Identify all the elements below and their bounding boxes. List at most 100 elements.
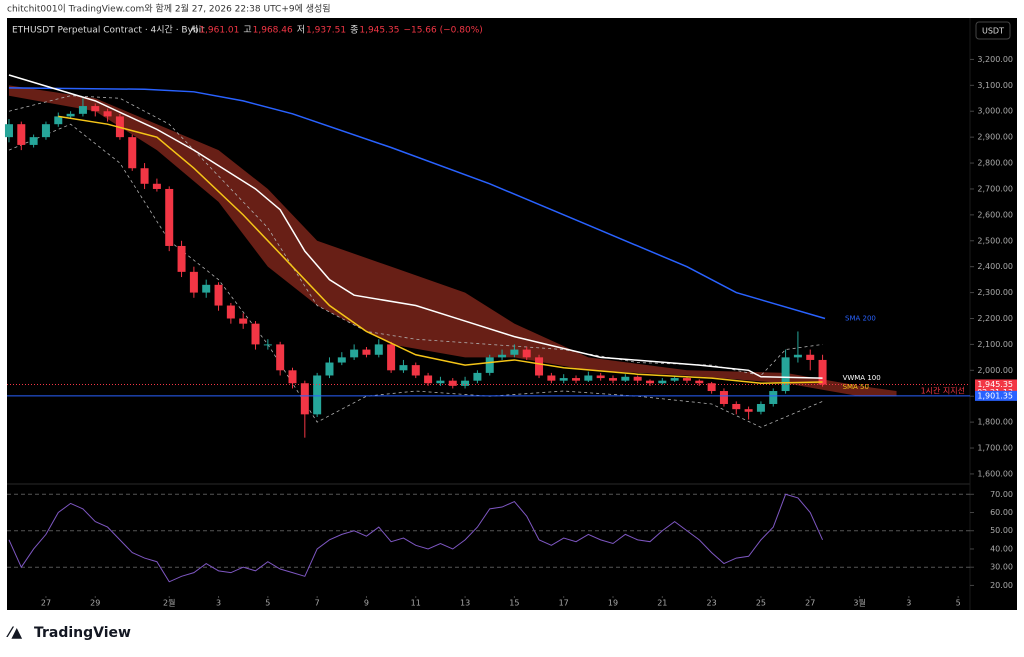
- candle-body: [41, 124, 50, 138]
- logo-icon: ⁄▲: [6, 625, 22, 641]
- candle-body: [350, 349, 359, 358]
- candle-body: [288, 370, 297, 384]
- candle-body: [374, 344, 383, 355]
- candle-body: [362, 349, 371, 355]
- candle-body: [189, 271, 198, 293]
- y-tick-label: 1,700.00: [977, 444, 1013, 453]
- candle-body: [424, 375, 433, 384]
- candle-body: [695, 380, 704, 384]
- ohlc-value: 1,945.35: [359, 26, 399, 36]
- candle-body: [535, 357, 544, 376]
- candle-body: [793, 354, 802, 358]
- ma-label: VWMA 100: [843, 374, 881, 382]
- candle-body: [91, 106, 100, 112]
- rsi-y-tick-label: 20.00: [990, 581, 1013, 590]
- x-tick-label: 27: [41, 599, 51, 608]
- candle-body: [547, 375, 556, 381]
- candle-body: [226, 305, 235, 319]
- x-tick-label: 3월: [853, 598, 865, 608]
- candle-body: [103, 111, 112, 117]
- y-tick-label: 2,500.00: [977, 236, 1013, 245]
- candle-body: [559, 378, 568, 381]
- candle-body: [744, 409, 753, 412]
- x-tick-label: 5: [265, 599, 270, 608]
- x-tick-label: 5: [956, 599, 961, 608]
- candle-body: [621, 376, 630, 381]
- band-lower: [8, 123, 823, 428]
- candle-body: [313, 375, 322, 415]
- ohlc-value: 1,937.51: [306, 26, 346, 36]
- rsi-y-tick-label: 60.00: [990, 508, 1013, 517]
- candle-body: [300, 383, 309, 415]
- y-tick-label: 2,700.00: [977, 184, 1013, 193]
- candle-body: [177, 245, 186, 272]
- candle-body: [670, 378, 679, 381]
- candle-body: [682, 378, 691, 381]
- x-tick-label: 21: [657, 599, 667, 608]
- price-label: 1,901.35: [977, 391, 1013, 400]
- x-tick-label: 13: [460, 599, 470, 608]
- candle-body: [609, 378, 618, 381]
- candle-body: [498, 354, 507, 358]
- candle-body: [29, 137, 38, 145]
- candle-body: [448, 380, 457, 386]
- rsi-y-tick-label: 30.00: [990, 563, 1013, 572]
- credit: chitchit001이 TradingView.com와 함께 2월 27, …: [7, 3, 331, 15]
- ma-line: [58, 115, 823, 385]
- ohlc-value: 1,968.46: [253, 26, 293, 36]
- x-tick-label: 27: [805, 599, 815, 608]
- candle-body: [411, 365, 420, 376]
- y-tick-label: 2,000.00: [977, 366, 1013, 375]
- candle-body: [4, 124, 13, 138]
- x-tick-label: 23: [707, 599, 717, 608]
- currency-button[interactable]: [975, 21, 1011, 40]
- chart-panel: [7, 18, 1017, 610]
- candle-body: [325, 362, 334, 376]
- candle-body: [17, 124, 26, 145]
- candle-body: [473, 372, 482, 381]
- candle-body: [128, 137, 137, 169]
- y-tick-label: 2,400.00: [977, 262, 1013, 271]
- candle-body: [572, 378, 581, 381]
- candle-body: [461, 380, 470, 386]
- ma-line: [8, 74, 823, 379]
- candle-body: [522, 349, 531, 358]
- ma-label: SMA 200: [845, 314, 876, 322]
- candle-body: [239, 318, 248, 324]
- candle-body: [818, 359, 827, 385]
- candle-body: [806, 354, 815, 360]
- ma-line: [8, 87, 826, 320]
- ohlc-value: 1,961.01: [199, 26, 239, 36]
- candle-body: [276, 344, 285, 371]
- y-tick-label: 3,200.00: [977, 55, 1013, 64]
- x-tick-label: 3: [906, 599, 911, 608]
- candle-body: [769, 391, 778, 404]
- candle-body: [78, 106, 87, 114]
- x-tick-label: 19: [608, 599, 618, 608]
- x-tick-label: 7: [315, 599, 320, 608]
- candle-body: [596, 375, 605, 379]
- candle-body: [732, 403, 741, 410]
- currency[interactable]: USDT: [982, 27, 1004, 36]
- candle-body: [387, 344, 396, 371]
- candle-body: [485, 357, 494, 373]
- ma-label: SMA 50: [843, 383, 869, 391]
- y-tick-label: 2,900.00: [977, 133, 1013, 142]
- y-tick-label: 2,800.00: [977, 159, 1013, 168]
- ohlc: 시 1,961.01 고 1,968.46 저 1,937.51 종 1,945.35 −15.…: [190, 25, 483, 36]
- candle-body: [645, 380, 654, 384]
- candle-body: [584, 375, 593, 381]
- x-tick-label: 25: [756, 599, 766, 608]
- candle-body: [165, 188, 174, 246]
- candle-body: [633, 376, 642, 381]
- candle-body: [658, 380, 667, 384]
- y-tick-label: 1,800.00: [977, 418, 1013, 427]
- rsi-y-tick-label: 50.00: [990, 526, 1013, 535]
- ohlc-label: 고: [243, 26, 251, 36]
- cloud: [8, 85, 897, 397]
- y-tick-label: 3,100.00: [977, 81, 1013, 90]
- ohlc-label: 종: [350, 25, 358, 36]
- candle-body: [140, 168, 149, 184]
- candle-body: [707, 383, 716, 392]
